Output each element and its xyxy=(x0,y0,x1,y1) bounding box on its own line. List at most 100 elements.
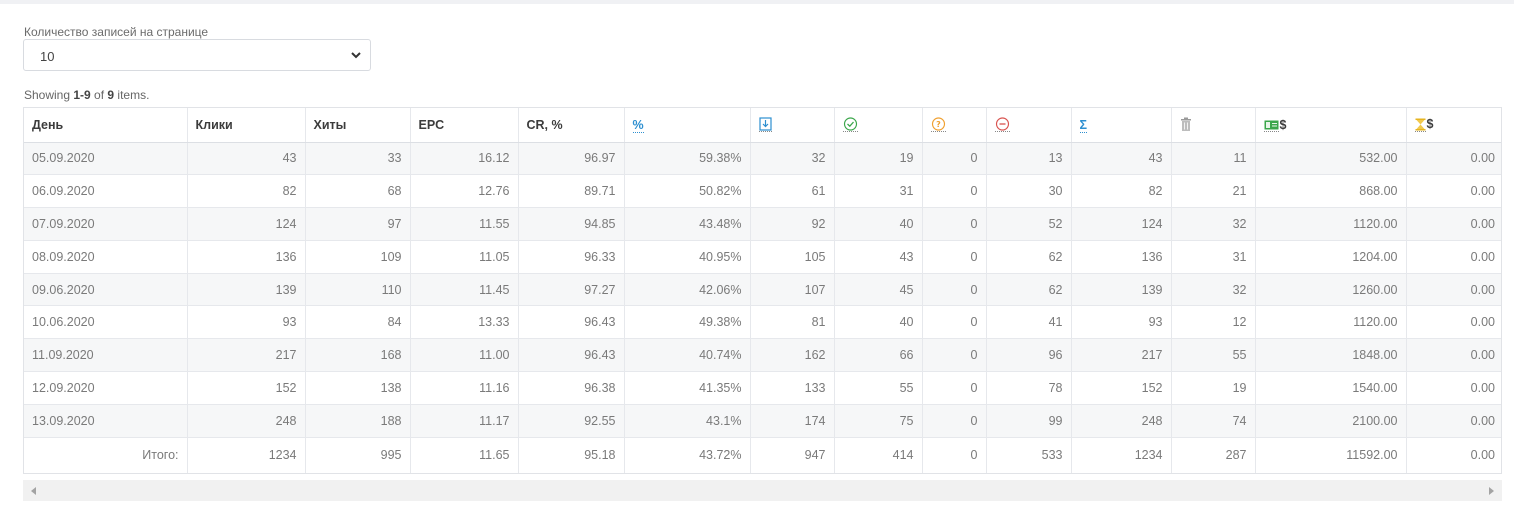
table-cell-hits: 68 xyxy=(305,174,411,209)
table-cell-paid: 1848.00 xyxy=(1255,338,1407,373)
table-cell-hold: 0 xyxy=(922,305,987,340)
table-cell-hits: 168 xyxy=(305,338,411,373)
col-header-day[interactable]: День xyxy=(24,108,188,143)
col-header-percent[interactable]: % xyxy=(624,108,751,143)
table-cell-trash: 32 xyxy=(1171,273,1256,307)
table-cell-percent: 43.1% xyxy=(624,404,751,438)
col-header-hits[interactable]: Хиты xyxy=(305,108,411,143)
col-header-pending[interactable]: $ xyxy=(1406,108,1501,143)
table-cell-day: 13.09.2020 xyxy=(24,404,188,438)
totals-label: Итого: xyxy=(24,437,188,474)
table-cell-leads: 32 xyxy=(750,142,835,176)
horizontal-scrollbar[interactable] xyxy=(23,480,1502,501)
col-header-paid[interactable]: $ xyxy=(1255,108,1407,143)
table-cell-rejected: 41 xyxy=(986,305,1072,340)
col-header-approved[interactable] xyxy=(834,108,923,143)
table-cell-hold: 0 xyxy=(922,207,987,241)
table-cell-cr: 96.43 xyxy=(518,305,625,340)
table-cell-approved: 19 xyxy=(834,142,923,176)
table-cell-pending: 0.00 xyxy=(1406,338,1501,373)
svg-text:?: ? xyxy=(936,120,941,129)
table-row: 10.06.2020 93 84 13.33 96.43 49.38% 81 40 0 41 93 1… xyxy=(24,305,1501,340)
col-header-trash[interactable] xyxy=(1171,108,1256,143)
table-cell-pending: 0.00 xyxy=(1406,371,1501,405)
table-cell-epc: 12.76 xyxy=(410,174,519,209)
table-cell-percent: 41.35% xyxy=(624,371,751,405)
totals-cell-pending: 0.00 xyxy=(1406,437,1501,474)
table-cell-cr: 96.43 xyxy=(518,338,625,373)
table-cell-approved: 31 xyxy=(834,174,923,209)
totals-cell-hits: 995 xyxy=(305,437,411,474)
table-cell-epc: 11.45 xyxy=(410,273,519,307)
scroll-left-arrow-icon[interactable] xyxy=(31,487,36,495)
table-cell-pending: 0.00 xyxy=(1406,404,1501,438)
table-row: 08.09.2020 136 109 11.05 96.33 40.95% 105 43 0 62… xyxy=(24,240,1501,274)
per-page-selected-value: 10 xyxy=(40,49,55,64)
table-cell-day: 11.09.2020 xyxy=(24,338,188,373)
dollar-label: $ xyxy=(1426,117,1434,132)
totals-cell-trash: 287 xyxy=(1171,437,1256,474)
table-cell-hits: 138 xyxy=(305,371,411,405)
minus-circle-icon xyxy=(994,117,1010,133)
table-cell-approved: 43 xyxy=(834,240,923,274)
table-cell-rejected: 62 xyxy=(986,273,1072,307)
table-cell-pending: 0.00 xyxy=(1406,207,1501,241)
table-cell-rejected: 99 xyxy=(986,404,1072,438)
table-cell-clicks: 136 xyxy=(187,240,306,274)
trash-icon xyxy=(1180,117,1191,132)
table-cell-trash: 32 xyxy=(1171,207,1256,241)
table-cell-leads: 81 xyxy=(750,305,835,340)
table-cell-hold: 0 xyxy=(922,371,987,405)
col-header-epc[interactable]: EPC xyxy=(410,108,519,143)
table-cell-sum: 43 xyxy=(1071,142,1172,176)
table-cell-cr: 92.55 xyxy=(518,404,625,438)
col-header-leads[interactable] xyxy=(750,108,835,143)
table-cell-leads: 162 xyxy=(750,338,835,373)
col-header-hold[interactable]: ? xyxy=(922,108,987,143)
table-cell-clicks: 248 xyxy=(187,404,306,438)
table-cell-hits: 109 xyxy=(305,240,411,274)
table-row: 11.09.2020 217 168 11.00 96.43 40.74% 162 66 0 96… xyxy=(24,338,1501,373)
col-header-cr[interactable]: CR, % xyxy=(518,108,625,143)
table-cell-trash: 21 xyxy=(1171,174,1256,209)
table-cell-epc: 11.00 xyxy=(410,338,519,373)
table-cell-day: 12.09.2020 xyxy=(24,371,188,405)
table-cell-sum: 93 xyxy=(1071,305,1172,340)
chevron-down-icon xyxy=(351,52,361,59)
table-cell-hits: 33 xyxy=(305,142,411,176)
totals-cell-leads: 947 xyxy=(750,437,835,474)
table-cell-clicks: 43 xyxy=(187,142,306,176)
table-cell-rejected: 78 xyxy=(986,371,1072,405)
table-cell-percent: 43.48% xyxy=(624,207,751,241)
table-cell-paid: 1260.00 xyxy=(1255,273,1407,307)
check-circle-icon xyxy=(842,117,858,133)
totals-cell-approved: 414 xyxy=(834,437,923,474)
money-icon xyxy=(1263,120,1279,132)
per-page-select[interactable]: 10 xyxy=(23,39,371,71)
table-cell-paid: 1120.00 xyxy=(1255,207,1407,241)
table-cell-clicks: 93 xyxy=(187,305,306,340)
table-cell-clicks: 139 xyxy=(187,273,306,307)
table-row: 07.09.2020 124 97 11.55 94.85 43.48% 92 40 0 52 12… xyxy=(24,207,1501,241)
table-cell-sum: 248 xyxy=(1071,404,1172,438)
per-page-label: Количество записей на странице xyxy=(24,25,209,39)
table-cell-rejected: 52 xyxy=(986,207,1072,241)
totals-row: Итого: 1234 995 11.65 95.18 43.72% 947 414 0 533 1… xyxy=(24,437,1501,474)
totals-cell-sum: 1234 xyxy=(1071,437,1172,474)
col-header-clicks[interactable]: Клики xyxy=(187,108,306,143)
table-cell-trash: 12 xyxy=(1171,305,1256,340)
totals-cell-cr: 95.18 xyxy=(518,437,625,474)
scroll-right-arrow-icon[interactable] xyxy=(1489,487,1494,495)
table-cell-pending: 0.00 xyxy=(1406,142,1501,176)
table-cell-clicks: 217 xyxy=(187,338,306,373)
table-cell-paid: 2100.00 xyxy=(1255,404,1407,438)
table-cell-hold: 0 xyxy=(922,338,987,373)
table-cell-hold: 0 xyxy=(922,174,987,209)
stats-table-container: День Клики Хиты EPC CR, % % xyxy=(23,107,1502,475)
totals-cell-clicks: 1234 xyxy=(187,437,306,474)
hourglass-icon xyxy=(1414,118,1426,133)
pagination-summary: Showing 1-9 of 9 items. xyxy=(24,88,150,102)
col-header-sum[interactable]: Σ xyxy=(1071,108,1172,143)
table-cell-rejected: 13 xyxy=(986,142,1072,176)
col-header-rejected[interactable] xyxy=(986,108,1072,143)
